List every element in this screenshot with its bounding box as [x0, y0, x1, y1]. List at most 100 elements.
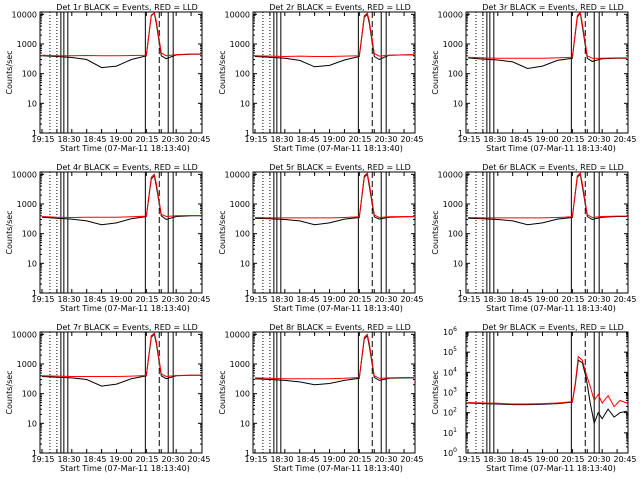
x-tick-label: 18:30: [57, 135, 80, 144]
plot-frame: [39, 331, 203, 454]
y-tick-exponent: 0: [453, 447, 457, 454]
y-tick-label: 1: [458, 289, 463, 298]
y-tick-exponent: 6: [453, 326, 457, 333]
x-tick-label: 18:30: [270, 455, 293, 464]
panel-det-3: Det 3r BLACK = Events, RED = LLD 1 10 100 10…: [431, 3, 637, 153]
y-tick-label: 1: [245, 289, 250, 298]
x-tick-label: 19:15: [457, 135, 480, 144]
plot-frame: [252, 11, 416, 134]
x-tick-label: 20:15: [135, 295, 158, 304]
y-tick-label: 100: [235, 70, 250, 79]
x-tick-label: 20:30: [161, 135, 184, 144]
x-tick-label: 19:00: [322, 295, 345, 304]
y-tick-exponent: 1: [453, 427, 457, 434]
series-events: [467, 173, 627, 226]
x-tick-label: 18:30: [270, 135, 293, 144]
series-events: [41, 333, 201, 387]
x-tick-label: 20:15: [135, 135, 158, 144]
x-tick-label: 20:15: [348, 455, 371, 464]
y-tick-label: 106: [443, 326, 457, 337]
x-axis-label: Start Time (07-Mar-11 18:13:40): [60, 464, 190, 473]
y-tick-label: 1: [458, 129, 463, 138]
x-tick-label: 19:00: [322, 455, 345, 464]
x-tick-label: 18:30: [270, 295, 293, 304]
y-tick-label: 10: [453, 99, 463, 108]
x-tick-label: 18:45: [296, 455, 319, 464]
x-tick-label: 20:45: [187, 455, 210, 464]
series-lld: [467, 172, 627, 219]
x-tick-label: 19:15: [31, 295, 54, 304]
series-events: [467, 359, 628, 426]
y-tick-label: 1000: [17, 200, 37, 209]
y-tick-label: 103: [443, 387, 457, 398]
y-tick-exponent: 4: [453, 366, 457, 373]
x-tick-label: 19:00: [109, 455, 132, 464]
plot-frame: [465, 11, 629, 134]
panel-det-7: Det 7r BLACK = Events, RED = LLD 1 10 100 10…: [5, 323, 211, 473]
y-tick-label: 10000: [438, 10, 463, 19]
x-tick-label: 20:30: [587, 295, 610, 304]
x-tick-label: 20:15: [561, 455, 584, 464]
x-tick-label: 19:15: [244, 295, 267, 304]
series-lld: [467, 10, 627, 59]
y-tick-label: 10: [240, 99, 250, 108]
y-tick-label: 10: [453, 259, 463, 268]
y-tick-label: 10: [240, 419, 250, 428]
y-tick-label: 100: [22, 230, 37, 239]
plot-frame: [39, 11, 203, 134]
x-tick-label: 20:30: [374, 135, 397, 144]
x-tick-label: 19:15: [244, 455, 267, 464]
y-tick-label: 10000: [225, 330, 250, 339]
y-tick-label: 100: [22, 390, 37, 399]
series-lld: [254, 12, 415, 58]
y-tick-label: 100: [448, 230, 463, 239]
x-tick-label: 20:45: [613, 455, 636, 464]
panel-title: Det 9r BLACK = Events, RED = LLD: [482, 323, 624, 332]
y-tick-label: 10000: [438, 170, 463, 179]
y-tick-label: 1: [245, 449, 250, 458]
x-tick-label: 18:45: [509, 135, 532, 144]
x-axis-label: Start Time (07-Mar-11 18:13:40): [273, 464, 403, 473]
plot-frame: [252, 331, 416, 454]
series-lld: [254, 333, 414, 380]
x-tick-label: 20:15: [348, 135, 371, 144]
y-axis-label: Counts/sec: [431, 370, 440, 414]
panel-det-8: Det 8r BLACK = Events, RED = LLD 1 10 100 10…: [218, 323, 424, 473]
panel-title: Det 2r BLACK = Events, RED = LLD: [269, 3, 411, 12]
y-tick-label: 100: [448, 70, 463, 79]
y-tick-label: 1000: [17, 40, 37, 49]
y-tick-label: 10000: [12, 170, 37, 179]
y-tick-label: 100: [443, 447, 457, 458]
x-tick-label: 19:00: [109, 295, 132, 304]
y-tick-label: 1: [32, 449, 37, 458]
x-tick-label: 20:30: [161, 295, 184, 304]
x-tick-label: 20:45: [400, 455, 423, 464]
series-events: [41, 12, 201, 69]
y-axis-label: Counts/sec: [218, 210, 227, 254]
x-tick-label: 20:15: [561, 295, 584, 304]
panel-title: Det 4r BLACK = Events, RED = LLD: [56, 163, 198, 172]
x-tick-label: 19:15: [457, 295, 480, 304]
y-tick-label: 100: [235, 230, 250, 239]
x-tick-label: 18:30: [483, 455, 506, 464]
x-tick-label: 18:30: [483, 135, 506, 144]
y-tick-label: 1: [245, 129, 250, 138]
y-tick-exponent: 2: [453, 407, 457, 414]
series-lld: [254, 172, 414, 219]
x-axis-label: Start Time (07-Mar-11 18:13:40): [60, 304, 190, 313]
plot-frame: [465, 171, 629, 294]
y-tick-exponent: 5: [453, 346, 457, 353]
x-tick-label: 18:30: [57, 295, 80, 304]
x-tick-label: 20:30: [374, 455, 397, 464]
panel-title: Det 7r BLACK = Events, RED = LLD: [56, 323, 198, 332]
series-events: [254, 334, 414, 386]
x-tick-label: 19:15: [457, 455, 480, 464]
panel-title: Det 8r BLACK = Events, RED = LLD: [269, 323, 411, 332]
x-tick-label: 19:00: [535, 295, 558, 304]
y-tick-label: 1: [32, 129, 37, 138]
y-tick-label: 10: [27, 419, 37, 428]
y-tick-label: 1000: [443, 200, 463, 209]
x-tick-label: 20:15: [561, 135, 584, 144]
x-tick-label: 19:00: [535, 135, 558, 144]
